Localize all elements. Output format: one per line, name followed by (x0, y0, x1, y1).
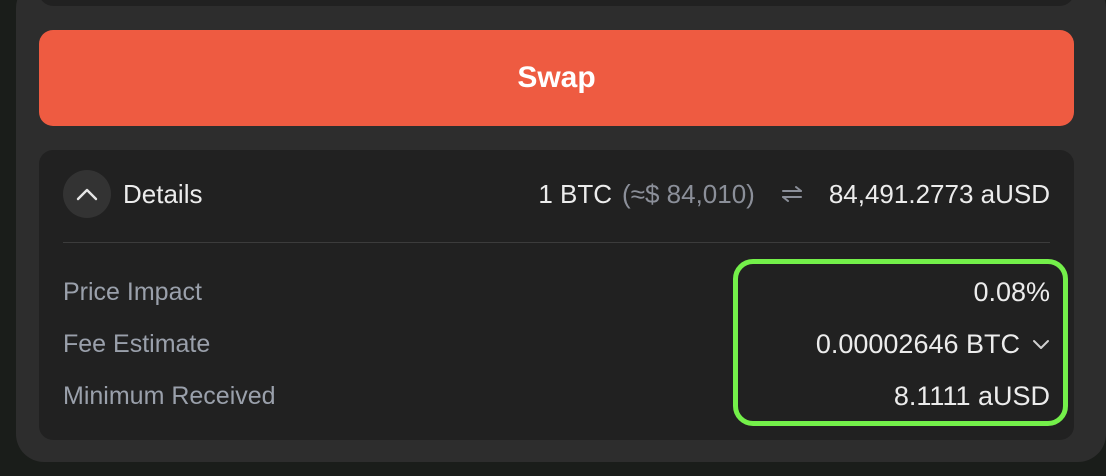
price-impact-label: Price Impact (63, 278, 202, 306)
fee-estimate-amount: 0.00002646 BTC (815, 329, 1020, 359)
swap-button[interactable]: Swap (39, 30, 1074, 126)
fee-estimate-label: Fee Estimate (63, 330, 211, 358)
minimum-received-label: Minimum Received (63, 382, 276, 410)
details-toggle-button[interactable] (63, 170, 111, 218)
chevron-up-icon (76, 188, 98, 201)
exchange-rate: 1 BTC (≈$ 84,010) 84,491.2773 aUSD (538, 176, 1050, 212)
details-card: Details 1 BTC (≈$ 84,010) 84,491.2773 aU… (39, 150, 1074, 440)
minimum-received-value: 8.1111 aUSD (893, 381, 1050, 411)
details-label: Details (123, 179, 203, 209)
rate-from-amount: 1 BTC (538, 179, 613, 209)
rate-to-amount: 84,491.2773 aUSD (828, 179, 1050, 209)
rate-from-usd: (≈$ 84,010) (622, 179, 755, 209)
amount-input-area[interactable] (39, 0, 1074, 6)
details-divider (63, 242, 1050, 243)
fee-estimate-value[interactable]: 0.00002646 BTC (816, 327, 1050, 361)
chevron-down-icon[interactable] (1032, 338, 1050, 350)
swap-arrows-icon[interactable] (781, 185, 803, 203)
price-impact-value: 0.08% (973, 277, 1050, 307)
